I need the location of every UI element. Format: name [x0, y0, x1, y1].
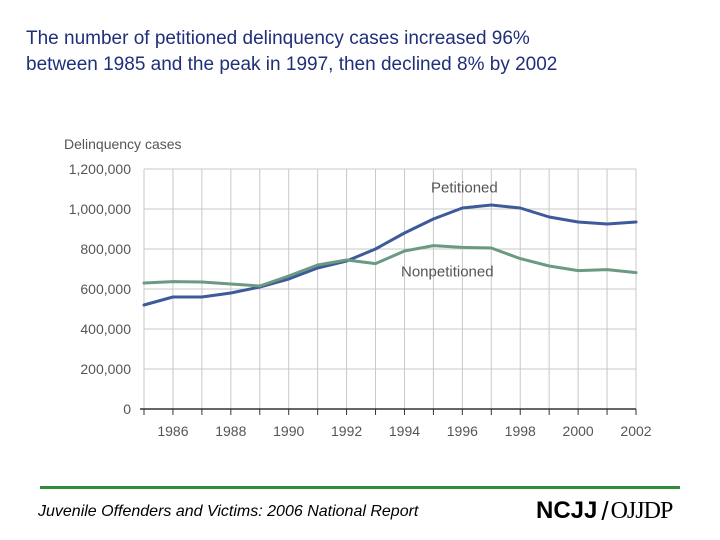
- y-tick-label: 200,000: [80, 361, 131, 377]
- series-label-petitioned: Petitioned: [431, 179, 498, 196]
- y-tick-label: 0: [123, 401, 131, 417]
- label-layer: 0 200,000 400,000 600,000 800,000 1,000,000 1,…: [64, 136, 652, 439]
- y-tick-label: 1,000,000: [69, 201, 131, 217]
- y-tick-label: 600,000: [80, 281, 131, 297]
- x-tick-label: 2000: [563, 423, 594, 439]
- x-tick-label: 1994: [389, 423, 420, 439]
- x-tick-label: 1996: [447, 423, 478, 439]
- series-layer: [142, 203, 638, 307]
- series-line-nonpetitioned: [142, 244, 638, 288]
- x-tick-label: 1986: [157, 423, 188, 439]
- x-tick-label: 1990: [273, 423, 304, 439]
- series-label-nonpetitioned: Nonpetitioned: [401, 263, 494, 280]
- ncjj-ojjdp-logo: NCJJ / OJJDP: [536, 494, 674, 528]
- x-tick-label: 1998: [505, 423, 536, 439]
- grid-layer: [143, 168, 637, 409]
- series-line-petitioned: [142, 203, 638, 307]
- delinquency-line-chart: 0 200,000 400,000 600,000 800,000 1,000,000 1,…: [64, 136, 652, 439]
- logo-ncjj: NCJJ: [536, 497, 598, 524]
- y-axis-title: Delinquency cases: [64, 136, 182, 152]
- slide-title-line-1: The number of petitioned delinquency cas…: [26, 28, 530, 49]
- y-tick-label: 800,000: [80, 241, 131, 257]
- x-tick-label: 2002: [620, 423, 651, 439]
- footer-report-title: Juvenile Offenders and Victims: 2006 Nat…: [38, 503, 419, 520]
- logo-ojjdp: OJJDP: [610, 497, 674, 524]
- logo-slash: /: [601, 495, 609, 526]
- slide-title-line-2: between 1985 and the peak in 1997, then …: [26, 54, 558, 75]
- y-tick-label: 1,200,000: [69, 161, 131, 177]
- x-tick-label: 1988: [215, 423, 246, 439]
- slide-title: The number of petitioned delinquency cas…: [26, 26, 706, 78]
- y-tick-label: 400,000: [80, 321, 131, 337]
- footer-divider: [40, 486, 680, 489]
- axis-layer: [140, 408, 637, 415]
- x-tick-label: 1992: [331, 423, 362, 439]
